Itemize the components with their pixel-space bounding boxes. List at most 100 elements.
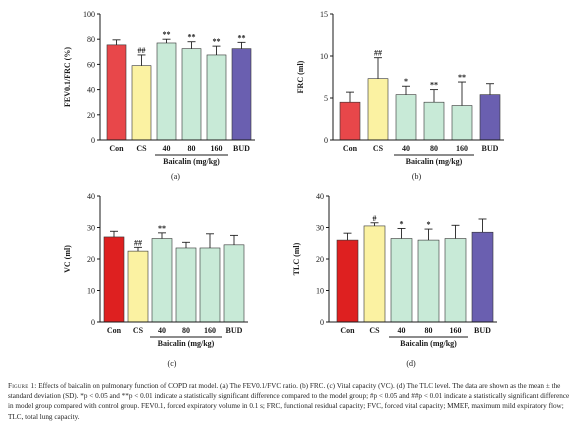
y-tick-label: 30 [316, 224, 324, 233]
panel-label: (a) [171, 172, 180, 181]
y-tick-label: 10 [316, 287, 324, 296]
bar [206, 54, 227, 141]
significance-label: * [427, 220, 431, 229]
bar [417, 239, 440, 323]
x-category-label: 40 [163, 144, 171, 153]
significance-label: ## [374, 49, 382, 58]
group-label: Baicalin (mg/kg) [400, 339, 457, 348]
significance-label: ** [458, 73, 466, 82]
bar [231, 48, 252, 141]
group-label: Baicalin (mg/kg) [406, 157, 463, 166]
bar [339, 101, 361, 141]
group-label: Baicalin (mg/kg) [158, 339, 215, 348]
x-category-label: 80 [430, 144, 438, 153]
chart-panel: 0 10 20 30 40 TLC (ml) Con # CS * 40 * 80 160 BUD Baica… [292, 192, 497, 368]
x-category-label: CS [136, 144, 147, 153]
y-tick-label: 10 [320, 52, 328, 61]
y-axis-label: VC (ml) [63, 245, 72, 273]
significance-label: ** [188, 33, 196, 42]
x-category-label: 40 [402, 144, 410, 153]
significance-label: ** [213, 37, 221, 46]
bar [390, 238, 413, 323]
significance-label: # [373, 214, 377, 223]
y-tick-label: 40 [87, 86, 95, 95]
y-tick-label: 0 [91, 318, 95, 327]
bar [151, 238, 173, 323]
significance-label: ## [138, 46, 146, 55]
caption-text: Effects of baicalin on pulmonary functio… [8, 382, 570, 421]
x-category-label: Con [343, 144, 358, 153]
y-tick-label: 0 [320, 318, 324, 327]
y-axis-label: FEV0.1/FRC (%) [63, 47, 72, 107]
x-category-label: 80 [425, 326, 433, 335]
chart-panel: 0 10 20 30 40 VC (ml) Con ## CS ** 40 80 160 BUD Baica… [63, 192, 248, 368]
chart-panel: 0 5 10 15 FRC (ml) Con ## CS * 40 ** 80 ** 160 BUD Baic… [296, 10, 504, 181]
x-category-label: BUD [482, 144, 499, 153]
y-tick-label: 30 [87, 224, 95, 233]
bar [199, 247, 221, 323]
x-category-label: 80 [182, 326, 190, 335]
significance-label: * [404, 77, 408, 86]
figure-caption: Figure 1: Effects of baicalin on pulmona… [8, 381, 572, 422]
y-tick-label: 100 [83, 10, 95, 19]
x-category-label: 40 [398, 326, 406, 335]
bar [479, 94, 501, 141]
bar [127, 250, 149, 323]
x-category-label: 160 [450, 326, 462, 335]
x-category-label: BUD [233, 144, 250, 153]
bar [336, 239, 359, 323]
y-tick-label: 10 [87, 287, 95, 296]
x-category-label: CS [369, 326, 380, 335]
x-category-label: Con [340, 326, 355, 335]
significance-label: ## [134, 238, 142, 247]
y-axis-label: TLC (ml) [292, 242, 301, 275]
bar [395, 94, 417, 141]
bar [223, 244, 245, 323]
x-category-label: CS [373, 144, 384, 153]
bar [471, 231, 494, 323]
bar [367, 78, 389, 141]
caption-label: Figure 1: [8, 382, 37, 390]
significance-label: ** [163, 30, 171, 39]
y-axis-label: FRC (ml) [296, 60, 305, 93]
bar [363, 225, 386, 323]
x-category-label: BUD [226, 326, 243, 335]
y-tick-label: 20 [87, 255, 95, 264]
bar [444, 238, 467, 323]
x-category-label: 160 [204, 326, 216, 335]
group-label: Baicalin (mg/kg) [163, 157, 220, 166]
y-tick-label: 5 [324, 94, 328, 103]
y-tick-label: 40 [316, 192, 324, 201]
y-tick-label: 15 [320, 10, 328, 19]
bar [423, 101, 445, 141]
x-category-label: Con [109, 144, 124, 153]
bar [175, 247, 197, 323]
bar [131, 65, 152, 141]
bar [103, 236, 125, 323]
y-tick-label: 80 [87, 35, 95, 44]
x-category-label: 80 [188, 144, 196, 153]
y-tick-label: 20 [316, 255, 324, 264]
panel-label: (d) [406, 359, 416, 368]
x-category-label: 160 [456, 144, 468, 153]
y-tick-label: 60 [87, 60, 95, 69]
y-tick-label: 40 [87, 192, 95, 201]
significance-label: ** [238, 33, 246, 42]
x-category-label: CS [133, 326, 144, 335]
x-category-label: BUD [474, 326, 491, 335]
bar [181, 48, 202, 141]
y-tick-label: 20 [87, 111, 95, 120]
y-tick-label: 0 [324, 136, 328, 145]
bar [106, 44, 127, 141]
panel-label: (b) [412, 172, 422, 181]
significance-label: * [400, 219, 404, 228]
x-category-label: Con [107, 326, 122, 335]
bar [451, 105, 473, 141]
x-category-label: 160 [211, 144, 223, 153]
significance-label: ** [430, 81, 438, 90]
y-tick-label: 0 [91, 136, 95, 145]
chart-panel: 0 20 40 60 80 100 FEV0.1/FRC (%) Con ## CS ** 40 ** 8… [63, 10, 255, 181]
x-category-label: 40 [158, 326, 166, 335]
significance-label: ** [158, 224, 166, 233]
